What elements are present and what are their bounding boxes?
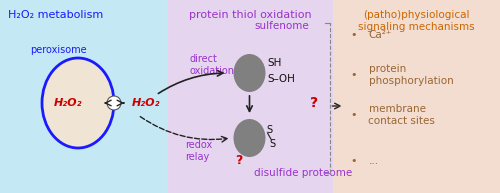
Text: •: • — [350, 156, 357, 166]
Text: ?: ? — [310, 96, 318, 110]
Text: SH: SH — [268, 58, 282, 68]
Text: ?: ? — [236, 153, 243, 167]
Text: redox
relay: redox relay — [186, 140, 213, 162]
Text: peroxisome: peroxisome — [30, 45, 86, 55]
Bar — [0, 0, 168, 193]
Text: ...: ... — [368, 156, 378, 166]
Text: Ca²⁺: Ca²⁺ — [368, 30, 392, 40]
Text: S–OH: S–OH — [268, 74, 295, 84]
Bar — [168, 0, 332, 193]
Text: •: • — [350, 30, 357, 40]
Text: protein thiol oxidation: protein thiol oxidation — [188, 10, 312, 20]
Text: •: • — [350, 70, 357, 80]
Ellipse shape — [234, 119, 266, 157]
Text: membrane
contact sites: membrane contact sites — [368, 104, 436, 126]
Text: disulfide proteome: disulfide proteome — [254, 168, 353, 178]
Text: •: • — [350, 110, 357, 120]
Text: protein
phosphorylation: protein phosphorylation — [368, 64, 453, 86]
Text: direct
oxidation: direct oxidation — [190, 54, 234, 76]
Ellipse shape — [234, 54, 266, 92]
Text: H₂O₂ metabolism: H₂O₂ metabolism — [8, 10, 104, 20]
Text: H₂O₂: H₂O₂ — [54, 98, 82, 108]
Text: S: S — [266, 125, 272, 135]
Bar — [332, 0, 500, 193]
Text: sulfenome: sulfenome — [254, 21, 309, 31]
Circle shape — [107, 96, 121, 110]
Text: (patho)physiological
signaling mechanisms: (patho)physiological signaling mechanism… — [358, 10, 474, 32]
Text: H₂O₂: H₂O₂ — [132, 98, 160, 108]
Ellipse shape — [42, 58, 114, 148]
Text: S: S — [270, 139, 276, 149]
